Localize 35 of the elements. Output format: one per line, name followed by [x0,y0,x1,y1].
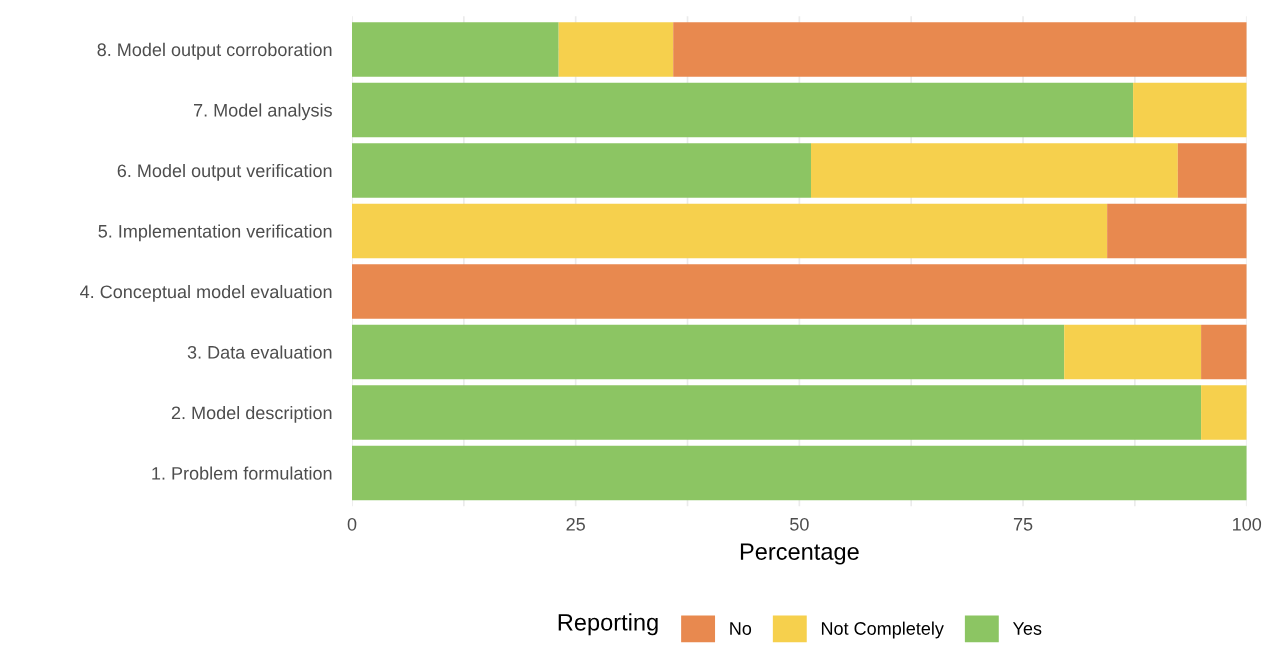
bar [673,22,1247,77]
bar [352,264,1247,319]
bar [558,22,674,77]
y-tick-label: 1. Problem formulation [152,466,332,480]
legend-title: Reporting [558,613,658,636]
bar [810,143,1178,198]
y-tick-label: 3. Data evaluation [187,345,332,359]
y-tick-label: 2. Model description [171,405,332,423]
bar [1201,324,1247,380]
bar [1201,385,1247,440]
x-axis-title: Percentage [740,543,859,565]
y-tick-label: 8. Model output corroboration [97,42,332,60]
bar [1064,324,1202,380]
bar [352,143,811,198]
y-tick-label: 7. Model analysis [193,103,332,121]
bar [352,22,559,77]
bar [352,82,1134,138]
bar [1107,203,1247,259]
legend-label: No [730,622,752,635]
legend-label: Yes [1012,622,1042,635]
y-tick-label: 6. Model output verification [117,163,332,181]
x-tick-label: 0 [347,517,357,531]
bar [352,324,1065,380]
bar [1177,143,1247,198]
bar [352,445,1247,501]
bar [352,203,1108,259]
x-tick-label: 25 [566,517,585,531]
y-tick-label: 5. Implementation verification [98,224,332,242]
x-tick-label: 100 [1233,517,1262,531]
legend-label: Not Completely [821,621,944,639]
x-tick-label: 50 [790,517,809,531]
x-tick-label: 75 [1013,518,1033,531]
bar [1133,82,1247,138]
bar [352,385,1202,440]
y-tick-label: 4. Conceptual model evaluation [80,284,332,302]
